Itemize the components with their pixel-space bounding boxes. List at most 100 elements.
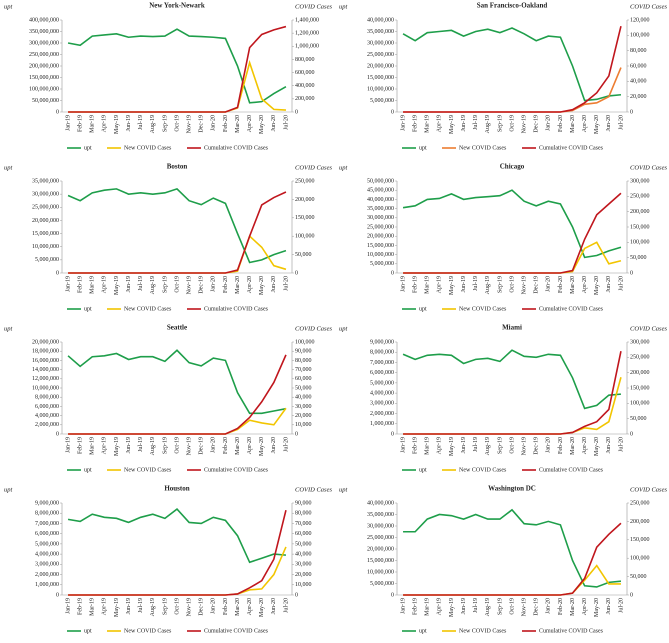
x-tick-label: Feb-20	[223, 598, 229, 615]
y-tick-label: 20,000,000	[32, 218, 59, 224]
y-tick-label: 350,000,000	[29, 29, 59, 35]
x-tick-label: May-20	[594, 598, 600, 617]
y-axis-label: upt	[4, 486, 13, 493]
y-tick-label: 20,000,000	[32, 339, 59, 345]
y-tick-label: 300,000,000	[29, 40, 59, 46]
y2-tick-label: 70,000	[295, 521, 312, 527]
x-tick-label: Jun-19	[461, 115, 467, 131]
x-tick-label: Jul-20	[618, 437, 624, 452]
x-tick-label: Mar-20	[235, 437, 241, 455]
y-tick-label: 30,000,000	[367, 523, 394, 529]
legend-label: Cumulative COVID Cases	[204, 467, 269, 473]
y2-tick-label: 20,000	[630, 94, 647, 100]
y2-tick-label: 30,000	[295, 404, 312, 410]
y-tick-label: 25,000,000	[367, 535, 394, 541]
chart-title: San Francisco-Oakland	[477, 2, 548, 10]
series-line	[68, 546, 287, 596]
y-tick-label: 5,000,000	[35, 541, 59, 547]
x-tick-label: Jul-20	[618, 598, 624, 613]
x-tick-label: Jun-19	[126, 437, 132, 453]
x-tick-label: Jan-20	[546, 276, 552, 292]
x-tick-label: Mar-20	[570, 598, 576, 616]
y2-tick-label: 150,000	[630, 385, 650, 391]
y-tick-label: 25,000,000	[32, 205, 59, 211]
y-tick-label: 40,000,000	[367, 197, 394, 203]
y-tick-label: 8,000,000	[370, 350, 394, 356]
legend-label: Cumulative COVID Cases	[539, 467, 604, 473]
x-tick-label: Jul-20	[283, 276, 289, 291]
y-tick-label: 200,000,000	[29, 63, 59, 69]
series-line	[403, 241, 622, 274]
series-line	[402, 27, 622, 102]
y-tick-label: 15,000,000	[367, 558, 394, 564]
x-tick-label: Oct-19	[174, 598, 180, 615]
x-tick-label: Nov-19	[521, 115, 527, 133]
x-tick-label: Feb-19	[413, 598, 419, 615]
y2-tick-label: 100,000	[295, 234, 315, 240]
y2-tick-label: 20,000	[295, 572, 312, 578]
y-tick-label: 4,000,000	[35, 551, 59, 557]
y-tick-label: 250,000,000	[29, 52, 59, 58]
x-tick-label: Jun-20	[606, 437, 612, 453]
chart-panel: San Francisco-Oakland upt COVID Cases 0 5,00…	[339, 2, 667, 152]
x-tick-label: Sep-19	[497, 115, 503, 132]
x-tick-label: Sep-19	[497, 598, 503, 615]
series-line	[67, 187, 287, 264]
x-tick-label: Feb-19	[78, 598, 84, 615]
y-tick-label: 5,000,000	[35, 257, 59, 263]
y-tick-label: 15,000,000	[367, 243, 394, 249]
x-tick-label: Mar-19	[90, 276, 96, 294]
x-tick-label: Nov-19	[186, 598, 192, 616]
y-tick-label: 10,000,000	[367, 569, 394, 575]
x-tick-label: Jun-19	[126, 276, 132, 292]
x-tick-label: Jan-20	[546, 598, 552, 614]
y2-tick-label: 1,000,000	[295, 44, 319, 50]
x-tick-label: Jul-19	[138, 437, 144, 452]
legend-label: Cumulative COVID Cases	[539, 145, 604, 151]
x-tick-label: Apr-20	[247, 598, 253, 615]
y-tick-label: 25,000,000	[367, 52, 394, 58]
x-tick-label: Jul-20	[618, 115, 624, 130]
y-tick-label: 35,000,000	[367, 29, 394, 35]
x-tick-label: Mar-19	[90, 437, 96, 455]
y2-tick-label: 10,000	[295, 582, 312, 588]
x-tick-label: Jul-20	[283, 437, 289, 452]
x-tick-label: Apr-19	[102, 115, 108, 132]
x-tick-label: Sep-19	[162, 276, 168, 293]
x-tick-label: Feb-20	[558, 276, 564, 293]
x-tick-label: Jan-19	[65, 598, 71, 614]
y2-tick-label: 300,000	[630, 178, 650, 184]
x-tick-label: Feb-20	[223, 276, 229, 293]
y-tick-label: 6,000,000	[370, 370, 394, 376]
x-tick-label: Jan-20	[546, 115, 552, 131]
y2-tick-label: 60,000	[295, 531, 312, 537]
legend-label: upt	[419, 145, 427, 151]
y-tick-label: 15,000,000	[32, 231, 59, 237]
y-tick-label: 0	[56, 431, 59, 437]
y2-tick-label: 0	[630, 270, 633, 276]
y2-tick-label: 70,000	[295, 367, 312, 373]
y-tick-label: 7,000,000	[370, 360, 394, 366]
y-tick-label: 15,000,000	[367, 75, 394, 81]
x-tick-label: Jun-19	[461, 437, 467, 453]
x-tick-label: Apr-19	[102, 437, 108, 454]
x-tick-label: Dec-19	[534, 437, 540, 455]
x-tick-label: Nov-19	[521, 276, 527, 294]
y-tick-label: 0	[391, 109, 394, 115]
x-tick-label: May-20	[594, 437, 600, 456]
chart-panel: Houston upt COVID Cases 0 1,000,000 2,000,000…	[4, 485, 332, 635]
y2-axis-label: COVID Cases	[295, 325, 332, 332]
x-tick-label: Sep-19	[497, 276, 503, 293]
y2-tick-label: 50,000	[295, 252, 312, 258]
x-tick-label: May-20	[259, 598, 265, 617]
x-tick-label: Aug-19	[485, 437, 491, 455]
chart-title: Seattle	[167, 324, 187, 332]
y2-tick-label: 250,000	[630, 500, 650, 506]
y-tick-label: 20,000,000	[367, 546, 394, 552]
x-tick-label: Jul-19	[473, 115, 479, 130]
y2-tick-label: 200,000	[630, 519, 650, 525]
series-line	[68, 191, 287, 274]
x-tick-label: May-19	[114, 437, 120, 456]
x-tick-label: Jul-19	[473, 437, 479, 452]
y-tick-label: 14,000,000	[32, 367, 59, 373]
